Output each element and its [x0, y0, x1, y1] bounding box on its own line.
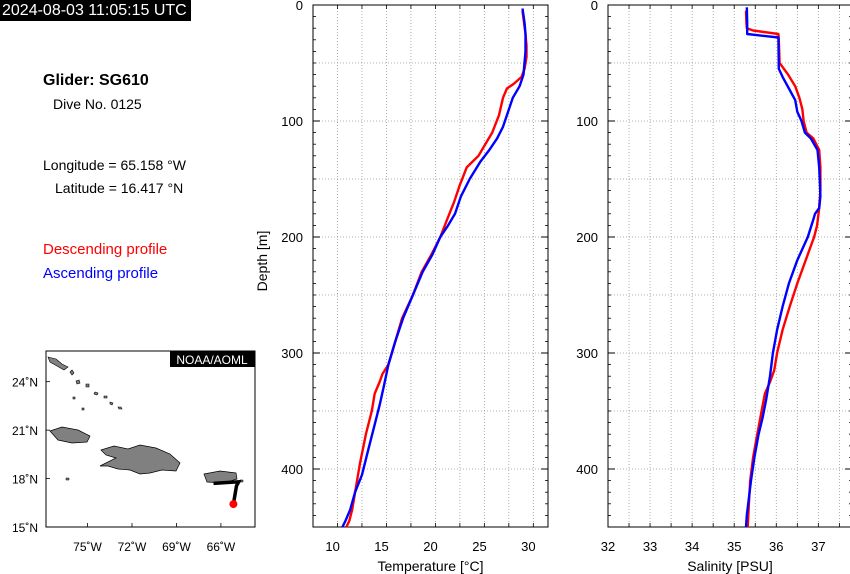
y-tick-label: 400 — [281, 462, 303, 477]
ascending-series-line — [744, 7, 822, 528]
map-credit-box — [170, 351, 255, 367]
map-lon-label: 69˚W — [162, 540, 191, 554]
map-land — [47, 356, 244, 484]
x-tick-label: 32 — [601, 539, 615, 554]
y-tick-label: 200 — [281, 230, 303, 245]
x-tick-label: 10 — [325, 539, 339, 554]
longitude-readout: Longitude = 65.158 °W — [43, 157, 186, 173]
x-axis-label: Salinity [PSU] — [687, 558, 773, 574]
map-lat-label: 21˚N — [12, 424, 38, 438]
x-tick-label: 30 — [521, 539, 535, 554]
ascending-legend: Ascending profile — [43, 265, 159, 282]
dive-number: Dive No. 0125 — [53, 96, 142, 112]
x-tick-label: 20 — [423, 539, 437, 554]
descending-series-line — [345, 10, 528, 528]
x-tick-label: 37 — [811, 539, 825, 554]
x-axis-label: Temperature [°C] — [378, 558, 484, 574]
y-tick-label: 300 — [281, 346, 303, 361]
x-tick-label: 25 — [472, 539, 486, 554]
x-tick-label: 34 — [685, 539, 699, 554]
y-tick-label: 100 — [576, 114, 598, 129]
y-tick-label: 0 — [296, 0, 303, 13]
timestamp-label: 2024-08-03 11:05:15 UTC — [0, 0, 191, 21]
salinity-chart: 0 100 200 300 400 32 33 34 35 36 37 Salinity [PSU] — [576, 0, 850, 574]
plot-frame — [312, 4, 549, 528]
glider-position-marker — [229, 500, 238, 509]
map-lon-label: 66˚W — [207, 540, 236, 554]
y-axis-label: Depth [m] — [254, 231, 270, 292]
x-tick-label: 15 — [374, 539, 388, 554]
map-lat-label: 18˚N — [12, 473, 38, 487]
map-credit: NOAA/AOML — [176, 353, 248, 367]
descending-series-line — [744, 10, 822, 528]
x-tick-label: 33 — [643, 539, 657, 554]
x-tick-label: 35 — [727, 539, 741, 554]
plot-frame — [607, 4, 850, 528]
map-lon-label: 75˚W — [73, 540, 102, 554]
latitude-readout: Latitude = 16.417 °N — [55, 180, 184, 196]
y-tick-label: 300 — [576, 346, 598, 361]
map-axis-labels: 24˚N 21˚N 18˚N 15˚N 75˚W 72˚W 69˚W 66˚W — [12, 376, 236, 554]
temperature-chart: 0 100 200 300 400 10 15 20 25 30 Temperature [°C] D… — [254, 0, 549, 574]
y-tick-label: 0 — [591, 0, 598, 13]
map-lon-label: 72˚W — [118, 540, 147, 554]
y-tick-label: 100 — [281, 114, 303, 129]
glider-track — [213, 479, 242, 505]
ascending-series-line — [341, 8, 527, 528]
y-tick-label: 400 — [576, 462, 598, 477]
glider-title: Glider: SG610 — [43, 72, 149, 89]
y-tick-label: 200 — [576, 230, 598, 245]
map-lat-label: 15˚N — [12, 521, 38, 535]
descending-legend: Descending profile — [43, 241, 168, 258]
location-map: NOAA/AOML 24˚N 21˚N 18˚N 15˚N 75˚W 72˚W 69˚W 66… — [12, 350, 256, 554]
map-lat-label: 24˚N — [12, 376, 38, 390]
x-tick-label: 36 — [769, 539, 783, 554]
